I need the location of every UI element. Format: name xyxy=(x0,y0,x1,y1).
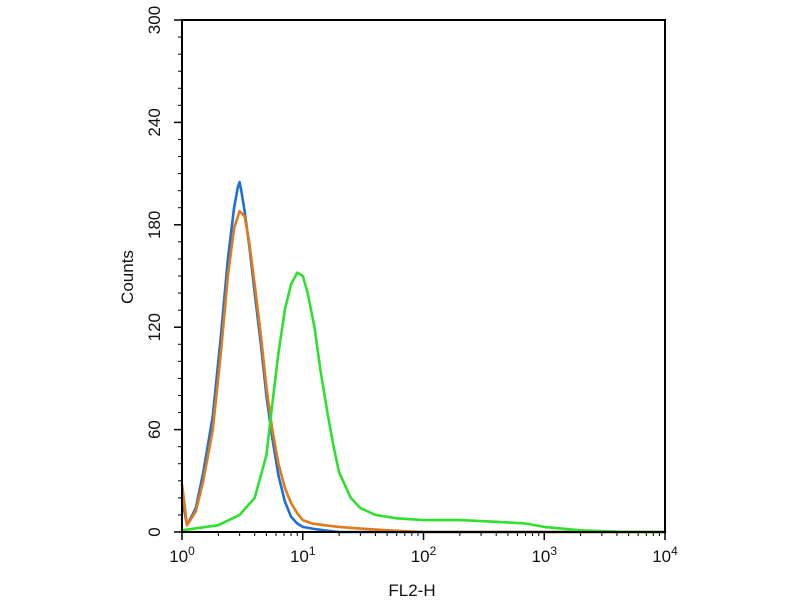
y-tick-label: 120 xyxy=(145,313,164,341)
x-tick-label: 101 xyxy=(290,544,316,566)
series-line-1 xyxy=(180,180,667,534)
x-tick-label: 103 xyxy=(531,544,557,566)
y-tick-label: 300 xyxy=(145,6,164,34)
y-tick-label: 240 xyxy=(145,108,164,136)
x-axis-title: FL2-H xyxy=(388,581,435,600)
y-tick-label: 180 xyxy=(145,211,164,239)
series-layer xyxy=(180,180,667,534)
x-tick-label: 100 xyxy=(169,544,195,566)
x-tick-label: 104 xyxy=(652,544,678,566)
series-line-3 xyxy=(180,271,667,534)
y-tick-label: 60 xyxy=(145,420,164,439)
y-tick-label: 0 xyxy=(145,527,164,536)
x-tick-label: 102 xyxy=(411,544,437,566)
tick-layer: 0 60 120 180 240 300 100 101 102 103 104 xyxy=(145,6,678,566)
series-line-2 xyxy=(180,209,667,534)
y-axis-title: Counts xyxy=(118,250,137,304)
